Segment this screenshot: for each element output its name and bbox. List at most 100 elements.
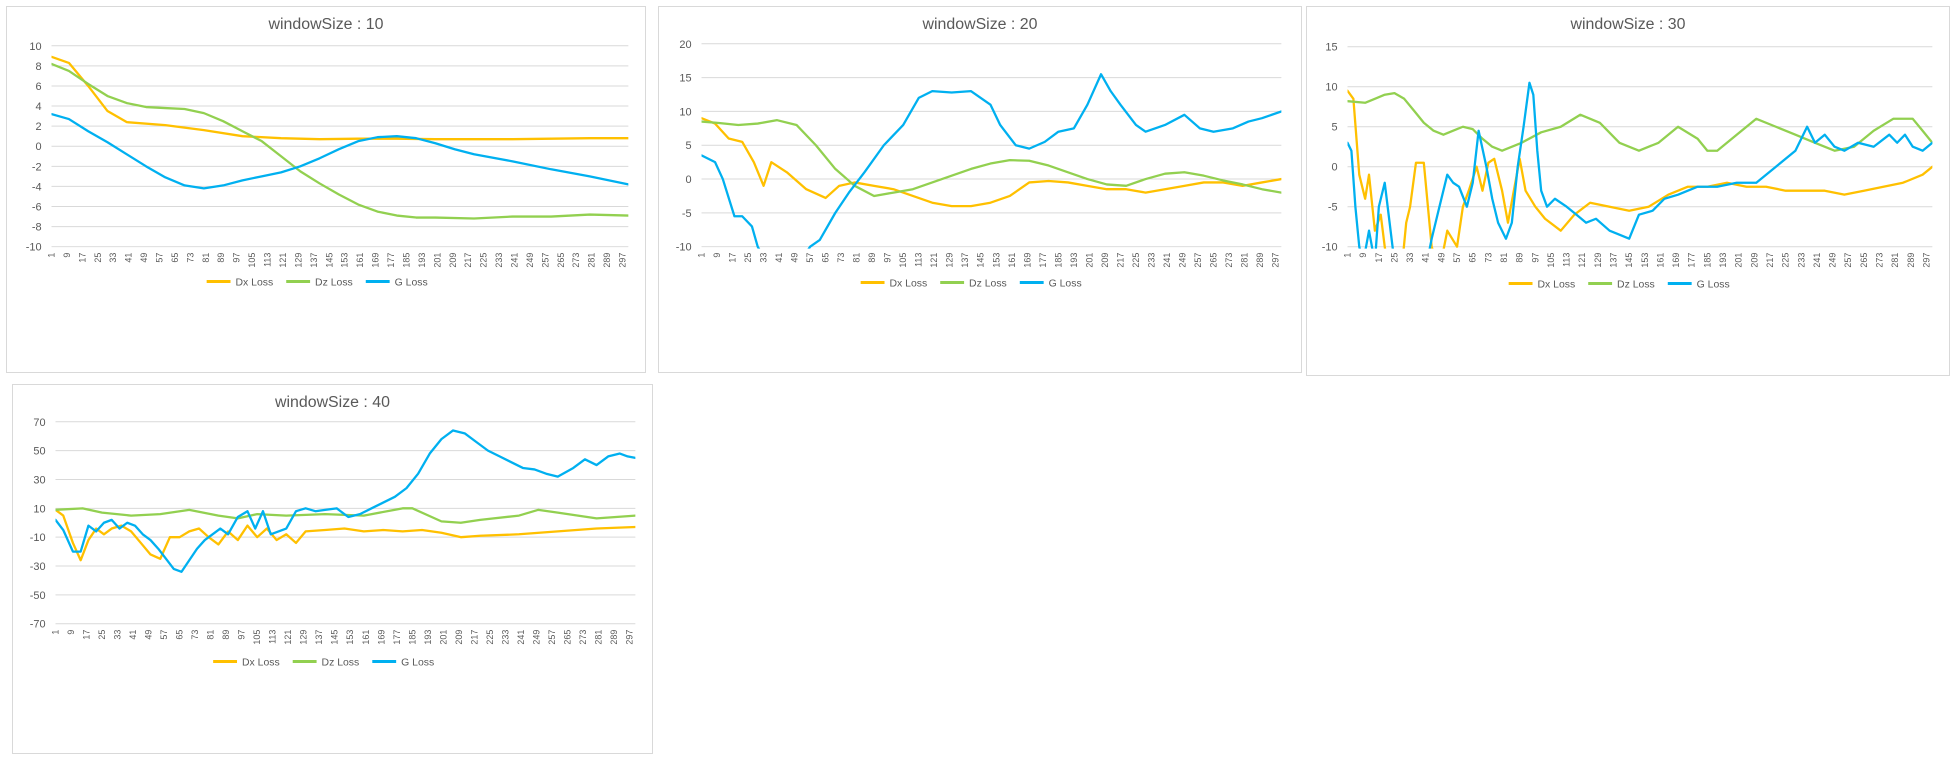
x-tick-label: 17 <box>728 253 738 263</box>
chart-panel-windowsize-10: windowSize : 10 10 8 6 4 2 0 -2 -4 -6 -8 -10 1 9 17 25 3… <box>6 6 646 373</box>
legend-label-g-loss: G Loss <box>1697 279 1730 290</box>
x-tick-label: 137 <box>960 253 970 268</box>
legend-label-g-loss: G Loss <box>395 277 428 288</box>
legend-label-dx-loss: Dx Loss <box>1537 279 1575 290</box>
plot-area <box>701 73 1282 249</box>
x-tick-label: 41 <box>128 630 138 640</box>
x-tick-label: 217 <box>1115 253 1125 268</box>
series-line-dz-loss <box>51 62 629 220</box>
x-tick-label: 17 <box>82 630 92 640</box>
x-tick-label: 209 <box>448 253 458 268</box>
x-tick-label: 57 <box>155 253 165 263</box>
x-tick-label: 129 <box>299 630 309 645</box>
y-tick-label: 10 <box>29 41 41 53</box>
x-tick-label: 193 <box>417 253 427 268</box>
x-tick-label: 25 <box>743 253 753 263</box>
legend-label-dx-loss: Dx Loss <box>242 657 280 668</box>
y-tick-label: -8 <box>32 222 42 234</box>
x-tick-label: 129 <box>945 253 955 268</box>
x-tick-label: 273 <box>1224 253 1234 268</box>
x-tick-label: 113 <box>914 253 924 267</box>
x-tick-label: 73 <box>185 253 195 263</box>
x-tick-label: 137 <box>1609 253 1619 268</box>
chart-title: windowSize : 40 <box>274 394 390 411</box>
x-tick-label: 25 <box>93 253 103 263</box>
x-tick-label: 177 <box>1038 253 1048 268</box>
series-line-dx-loss <box>55 508 636 562</box>
y-tick-label: 5 <box>1331 122 1337 134</box>
series-line-dx-loss <box>701 117 1282 208</box>
x-tick-label: 97 <box>1530 253 1540 263</box>
x-tick-label: 49 <box>144 630 154 640</box>
plot-area <box>1347 81 1933 249</box>
x-tick-label: 225 <box>485 630 495 645</box>
x-tick-label: 297 <box>1271 253 1281 268</box>
x-tick-label: 113 <box>263 253 273 267</box>
x-tick-label: 265 <box>562 630 572 645</box>
chart-panel-windowsize-30: windowSize : 30 15 10 5 0 -5 -10 1 9 17 25 33 41 49 57… <box>1306 6 1950 376</box>
y-tick-label: -10 <box>676 242 692 254</box>
y-tick-label: 20 <box>679 39 691 51</box>
x-tick-label: 41 <box>774 253 784 263</box>
y-tick-label: 15 <box>679 73 691 85</box>
legend-label-g-loss: G Loss <box>401 657 434 668</box>
x-tick-label: 225 <box>1131 253 1141 268</box>
y-tick-label: -4 <box>32 181 42 193</box>
x-tick-label: 113 <box>1562 253 1572 267</box>
x-tick-label: 169 <box>1671 253 1681 268</box>
line-chart-windowsize-40: windowSize : 40 70 50 30 10 -10 -30 -50 -70 1 9 17 2… <box>30 394 636 668</box>
x-tick-label: 145 <box>330 630 340 645</box>
x-tick-label: 9 <box>62 253 72 258</box>
y-tick-label: 15 <box>1325 42 1337 54</box>
x-tick-label: 137 <box>314 630 324 645</box>
x-tick-label: 249 <box>531 630 541 645</box>
x-tick-label: 249 <box>1177 253 1187 268</box>
x-tick-label: 81 <box>206 630 216 640</box>
x-tick-label: 273 <box>1875 253 1885 268</box>
chart-title: windowSize : 30 <box>1570 16 1686 33</box>
y-tick-label: -70 <box>30 619 46 631</box>
x-tick-label: 289 <box>602 253 612 268</box>
y-tick-label: 6 <box>35 81 41 93</box>
x-tick-label: 97 <box>232 253 242 263</box>
x-tick-label: 121 <box>283 630 293 645</box>
x-tick-label: 241 <box>1812 253 1822 268</box>
x-tick-label: 33 <box>108 253 118 263</box>
series-line-g-loss <box>51 112 629 190</box>
x-tick-label: 97 <box>237 630 247 640</box>
legend-label-dx-loss: Dx Loss <box>235 277 273 288</box>
x-tick-label: 265 <box>1208 253 1218 268</box>
x-tick-label: 289 <box>1906 253 1916 268</box>
y-tick-label: 2 <box>35 121 41 133</box>
x-tick-label: 161 <box>361 630 371 645</box>
x-tick-label: 1 <box>46 253 56 258</box>
x-tick-label: 241 <box>510 253 520 268</box>
x-tick-label: 73 <box>836 253 846 263</box>
x-tick-label: 113 <box>268 630 278 644</box>
x-tick-label: 241 <box>516 630 526 645</box>
x-tick-label: 185 <box>407 630 417 645</box>
x-tick-label: 33 <box>1405 253 1415 263</box>
y-tick-label: 0 <box>685 174 691 186</box>
x-tick-label: 225 <box>479 253 489 268</box>
x-tick-label: 105 <box>247 253 257 268</box>
chart-title: windowSize : 10 <box>268 16 384 33</box>
x-tick-label: 257 <box>1843 253 1853 268</box>
series-line-dx-loss <box>51 55 629 141</box>
x-tick-label: 137 <box>309 253 319 268</box>
x-tick-label: 41 <box>1421 253 1431 263</box>
x-tick-label: 121 <box>1577 253 1587 268</box>
x-tick-label: 193 <box>1069 253 1079 268</box>
x-tick-label: 9 <box>712 253 722 258</box>
x-tick-label: 145 <box>324 253 334 268</box>
x-tick-label: 289 <box>1255 253 1265 268</box>
x-tick-label: 57 <box>805 253 815 263</box>
x-tick-label: 177 <box>386 253 396 268</box>
x-tick-label: 81 <box>852 253 862 263</box>
series-line-dz-loss <box>1347 91 1933 152</box>
y-tick-label: 0 <box>35 141 41 153</box>
x-tick-label: 161 <box>1007 253 1017 268</box>
x-tick-label: 297 <box>625 630 635 645</box>
